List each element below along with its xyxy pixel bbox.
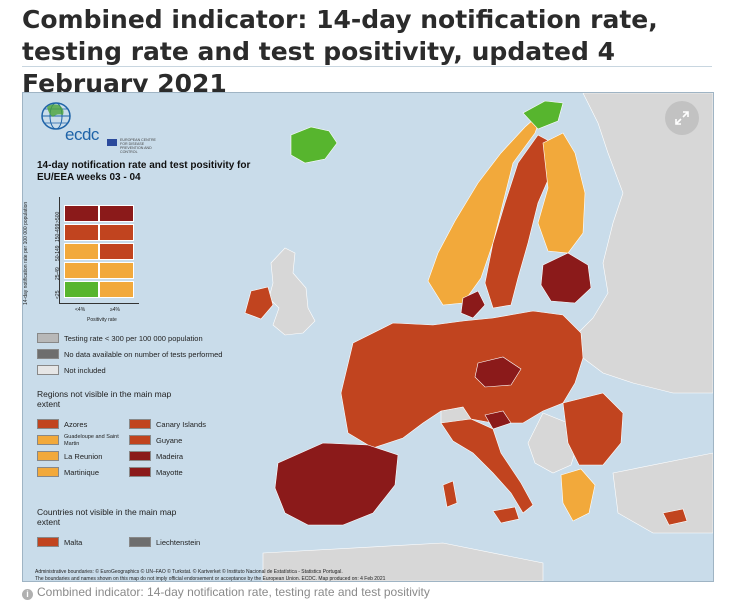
caption-text: Combined indicator: 14-day notification … <box>37 585 430 599</box>
region-sicily <box>492 506 520 524</box>
country-item-label: Malta <box>64 538 83 547</box>
region-item-label: Guyane <box>156 436 183 445</box>
matrix-y-axis-label: 14-day notification rate per 100 000 pop… <box>23 201 29 305</box>
region-denmark <box>460 290 486 319</box>
region-item-swatch <box>37 435 59 445</box>
footer-line-1: Administrative boundaries: © EuroGeograp… <box>35 569 343 575</box>
legend-heading: 14-day notification rate and test positi… <box>37 160 251 183</box>
matrix-cell <box>64 281 99 298</box>
status-item-label: Not included <box>64 366 106 375</box>
region-north-africa <box>262 542 544 581</box>
countries-heading: Countries not visible in the main map ex… <box>37 507 177 527</box>
region-item-label: Guadeloupe and Saint Martin <box>64 434 119 447</box>
country-item-swatch <box>37 537 59 547</box>
region-item-swatch <box>37 467 59 477</box>
matrix-y-tick: 150-499 <box>55 223 61 242</box>
region-ireland <box>244 286 274 320</box>
map-footer-note: Administrative boundaries: © EuroGeograp… <box>35 569 705 582</box>
region-norway <box>427 110 544 306</box>
ecdc-logo <box>37 101 107 151</box>
region-item-label: La Reunion <box>64 452 103 461</box>
country-item-swatch <box>129 537 151 547</box>
matrix-cell <box>99 281 134 298</box>
matrix-cell <box>99 243 134 260</box>
matrix-x-axis-label: Positivity rate <box>87 317 117 323</box>
status-item-label: No data available on number of tests per… <box>64 350 223 359</box>
region-item-label: Azores <box>64 420 88 429</box>
region-iceland <box>290 126 338 164</box>
region-greece <box>560 468 596 522</box>
region-russia-belarus-ukraine <box>577 93 713 394</box>
region-iberia <box>274 442 399 526</box>
matrix-y-tick: 50-149 <box>55 245 61 261</box>
footer-line-2: The boundaries and names shown on this m… <box>35 575 386 582</box>
region-item-swatch <box>129 419 151 429</box>
matrix-cell <box>99 205 134 222</box>
region-finland <box>537 132 586 254</box>
matrix-y-tick: 25-49 <box>55 267 61 280</box>
matrix-cell <box>64 243 99 260</box>
matrix-cell <box>64 262 99 279</box>
info-icon: i <box>22 589 33 600</box>
region-slovenia <box>484 410 512 430</box>
page-title: Combined indicator: 14-day notification … <box>22 5 658 98</box>
region-norway-north <box>522 100 564 130</box>
matrix-x-axis <box>59 303 139 304</box>
region-item-label: Mayotte <box>156 468 183 477</box>
region-item-label: Martinique <box>64 468 100 477</box>
region-item-swatch <box>129 451 151 461</box>
status-item-label: Testing rate < 300 per 100 000 populatio… <box>64 334 203 343</box>
region-sardinia <box>442 480 458 508</box>
status-item-swatch <box>37 365 59 375</box>
region-sweden <box>484 134 554 309</box>
region-central-europe <box>340 310 584 449</box>
matrix-y-axis <box>59 197 60 304</box>
matrix-cell <box>99 224 134 241</box>
ecdc-logo-text: ecdc <box>65 125 99 144</box>
matrix-cell <box>64 224 99 241</box>
matrix-y-tick: <25 <box>55 290 61 299</box>
region-baltics <box>540 252 592 304</box>
expand-map-button[interactable] <box>665 101 699 135</box>
matrix-x-tick: ≥4% <box>110 307 120 313</box>
europe-map <box>23 93 713 581</box>
matrix-cell <box>99 262 134 279</box>
expand-arrows-icon <box>675 111 689 125</box>
region-item-label: Canary Islands <box>156 420 207 429</box>
figure-caption: i Combined indicator: 14-day notification… <box>22 585 430 600</box>
eu-flag-icon <box>107 139 117 146</box>
country-item-label: Liechtenstein <box>156 538 201 547</box>
region-item-swatch <box>37 419 59 429</box>
map-figure[interactable]: ecdc EUROPEAN CENTRE FOR DISEASE PREVENT… <box>22 92 714 582</box>
matrix-cell <box>64 205 99 222</box>
region-item-label: Madeira <box>156 452 184 461</box>
globe-icon <box>41 102 71 130</box>
region-czechia <box>474 356 522 388</box>
status-item-swatch <box>37 333 59 343</box>
region-turkey <box>612 452 713 534</box>
region-item-swatch <box>129 467 151 477</box>
region-item-swatch <box>129 435 151 445</box>
region-cyprus <box>662 508 688 526</box>
regions-heading: Regions not visible in the main map exte… <box>37 389 172 409</box>
matrix-y-tick: >500 <box>55 211 61 223</box>
region-item-swatch <box>37 451 59 461</box>
map-legend: ecdc EUROPEAN CENTRE FOR DISEASE PREVENT… <box>23 97 385 581</box>
matrix-x-tick: <4% <box>75 307 86 313</box>
region-romania-bulgaria <box>562 392 624 466</box>
status-item-swatch <box>37 349 59 359</box>
region-italy <box>440 418 534 514</box>
title-divider <box>22 66 712 67</box>
ecdc-subtext: EUROPEAN CENTRE FOR DISEASE PREVENTION A… <box>120 138 156 154</box>
